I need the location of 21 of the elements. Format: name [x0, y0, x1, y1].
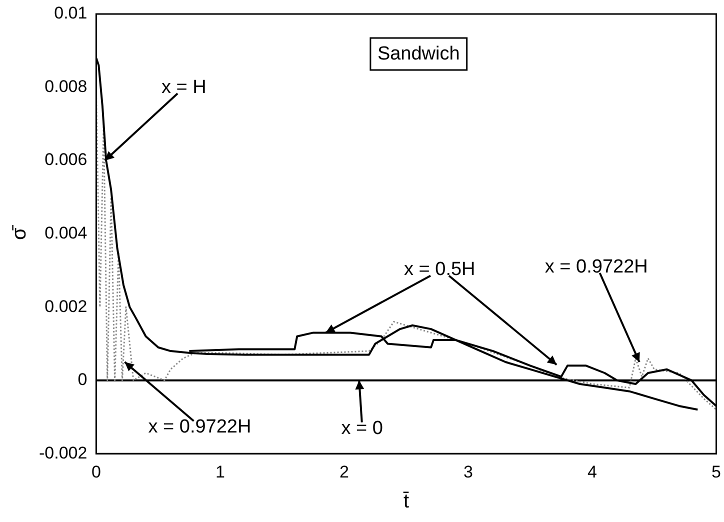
- annotation: x = H: [161, 77, 206, 98]
- y-tick-label: 0.004: [44, 223, 88, 242]
- annotation: Sandwich: [377, 44, 460, 64]
- x-tick-label: 5: [712, 462, 722, 482]
- y-axis-title: σ̄: [8, 224, 31, 240]
- y-tick-label: 0: [78, 370, 88, 390]
- y-tick-label: 0.002: [44, 296, 88, 316]
- x-tick-label: 3: [464, 462, 473, 482]
- x-tick-label: 2: [339, 462, 349, 482]
- y-tick-label: 0.01: [54, 4, 88, 23]
- x-tick-label: 4: [588, 462, 597, 482]
- y-tick-label: 0.006: [44, 150, 88, 170]
- annotation: x = 0.9722H: [148, 416, 252, 438]
- annotation: x = 0: [341, 418, 383, 439]
- annotation: x = 0.9722H: [544, 256, 648, 278]
- x-tick-label: 0: [91, 462, 101, 482]
- y-tick-label: -0.002: [39, 443, 88, 462]
- x-axis-title: t̄: [402, 490, 410, 513]
- y-tick-label: 0.008: [44, 76, 88, 96]
- x-tick-label: 1: [215, 462, 225, 482]
- annotation: x = 0.5H: [404, 259, 476, 280]
